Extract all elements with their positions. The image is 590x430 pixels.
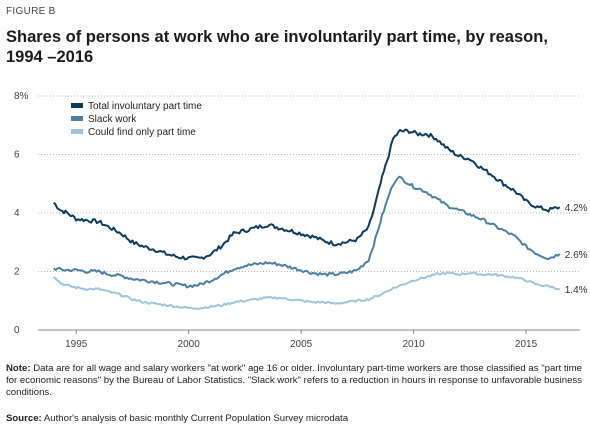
x-tick-label: 1995 — [65, 339, 88, 350]
note-label: Note: — [6, 363, 31, 374]
legend-swatch — [71, 129, 83, 134]
x-tick-label: 2015 — [515, 339, 538, 350]
series-end-label: 2.6% — [565, 250, 588, 261]
chart-title: Shares of persons at work who are involu… — [6, 28, 548, 66]
y-tick-label: 0 — [14, 325, 20, 336]
series-lines — [53, 128, 561, 310]
x-tick-label: 2010 — [402, 339, 425, 350]
legend-swatch — [71, 116, 83, 121]
end-labels: 4.2% 2.6% 1.4% — [565, 203, 588, 296]
series-line — [53, 128, 561, 261]
series-line — [53, 175, 561, 289]
note-text: Data are for all wage and salary workers… — [6, 363, 583, 399]
series-end-label: 4.2% — [565, 203, 588, 214]
gridlines — [38, 95, 580, 331]
source: Source: Author's analysis of basic month… — [6, 413, 584, 424]
x-tick-label: 2005 — [290, 339, 313, 350]
y-tick-label: 6 — [14, 150, 20, 161]
source-label: Source: — [6, 413, 42, 424]
legend-label: Could find only part time — [88, 127, 196, 138]
legend-swatch — [71, 103, 83, 108]
note: Note: Data are for all wage and salary w… — [6, 363, 584, 400]
x-tick-label: 2000 — [178, 339, 201, 350]
y-axis-ticks: 0 2 4 6 8% — [14, 91, 29, 336]
legend-label: Total involuntary part time — [88, 101, 202, 112]
legend: Total involuntary part time Slack work Cou… — [71, 101, 202, 138]
x-axis-ticks: 1995 2000 2005 2010 2015 — [65, 330, 538, 350]
figure-label: FIGURE B — [6, 6, 56, 17]
line-chart: 0 2 4 6 8% 1995 2000 2005 2010 2015 Total involu… — [14, 91, 588, 350]
y-tick-label: 4 — [14, 208, 20, 219]
series-end-label: 1.4% — [565, 285, 588, 296]
legend-label: Slack work — [88, 114, 137, 125]
source-text: Author's analysis of basic monthly Curre… — [43, 413, 349, 424]
y-tick-label: 8% — [14, 91, 29, 102]
series-line — [53, 271, 560, 310]
y-tick-label: 2 — [14, 267, 20, 278]
